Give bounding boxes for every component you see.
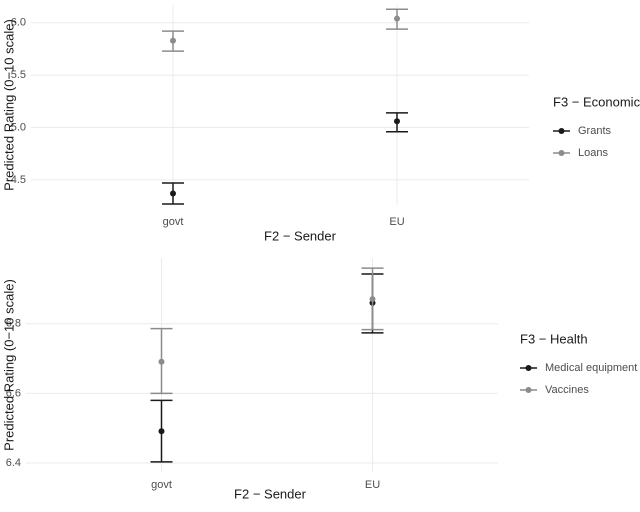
legend-key-point: [558, 128, 565, 134]
x-tick-label: govt: [163, 216, 184, 228]
point: [170, 190, 176, 197]
legend-key-point: [525, 365, 532, 371]
point: [394, 118, 400, 125]
point: [170, 37, 176, 44]
y-tick-label: 4.5: [11, 174, 26, 186]
point: [158, 428, 165, 435]
x-axis-title: F2 − Sender: [234, 486, 307, 501]
y-axis-title: Predicted Rating (0−10 scale): [1, 19, 16, 191]
point: [158, 358, 165, 365]
y-tick-label: 5.5: [11, 69, 26, 81]
legend-label: Loans: [578, 147, 608, 159]
legend-key-point: [525, 387, 532, 393]
point: [394, 15, 400, 22]
y-tick-label: 6.4: [6, 457, 21, 469]
y-tick-label: 5.0: [11, 121, 26, 133]
y-tick-label: 6.8: [6, 318, 21, 330]
y-tick-label: 6.0: [11, 17, 26, 29]
legend-key-point: [558, 150, 565, 156]
x-tick-label: EU: [389, 216, 404, 228]
x-tick-label: EU: [365, 479, 380, 491]
y-tick-label: 6.6: [6, 387, 21, 399]
legend-title: F3 − Health: [520, 331, 588, 346]
x-axis-title: F2 − Sender: [264, 228, 337, 243]
legend-label: Vaccines: [545, 384, 589, 396]
y-axis-title: Predicted Rating (0−10 scale): [1, 279, 16, 451]
legend-label: Medical equipment: [545, 362, 637, 374]
legend-title: F3 − Economic: [553, 94, 640, 109]
legend-label: Grants: [578, 125, 612, 137]
point: [369, 296, 376, 303]
x-tick-label: govt: [151, 479, 172, 491]
